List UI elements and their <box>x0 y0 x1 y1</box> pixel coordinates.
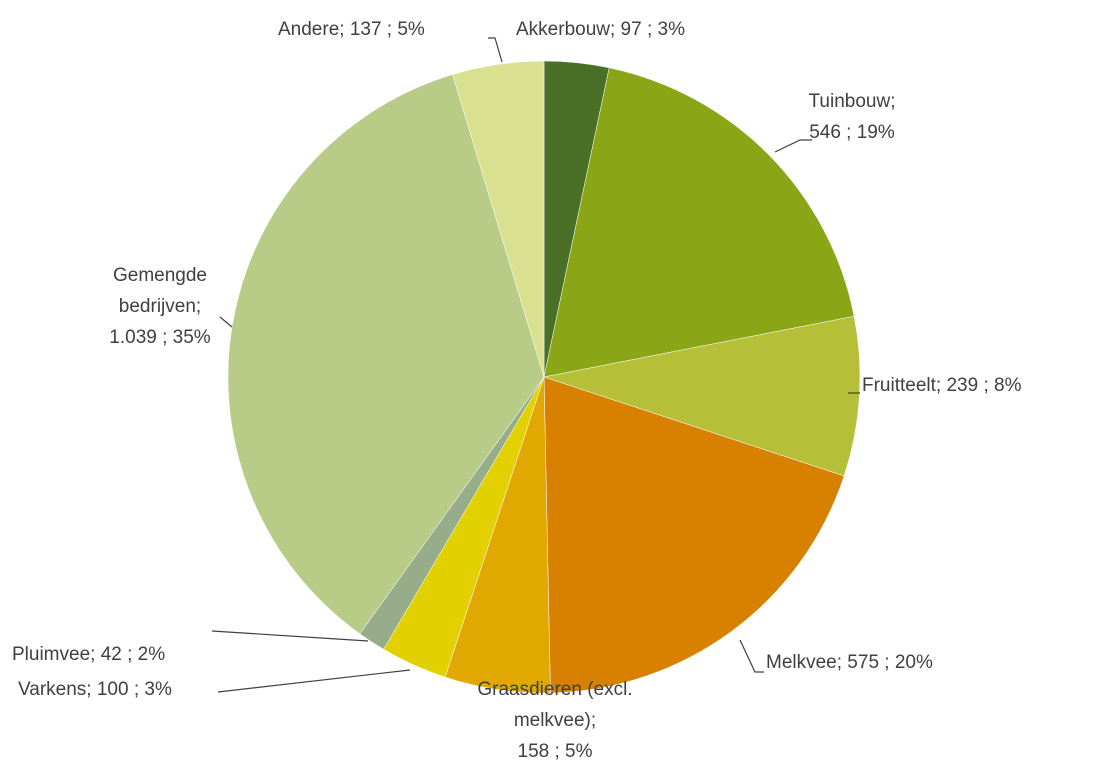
pie-slice <box>227 74 545 635</box>
pie-slice <box>452 60 545 378</box>
leader-line <box>488 37 503 63</box>
data-label: Andere; 137 ; 5% <box>278 19 425 40</box>
data-label: Graasdieren (excl. <box>477 679 632 700</box>
data-label: bedrijven; <box>119 296 201 317</box>
data-label: 1.039 ; 35% <box>109 327 211 348</box>
leader-line <box>739 639 764 673</box>
data-label: Tuinbouw; <box>809 91 896 112</box>
data-label: Varkens; 100 ; 3% <box>18 679 172 700</box>
pie-slice <box>543 67 855 378</box>
leader-line <box>774 139 812 153</box>
data-label: Pluimvee; 42 ; 2% <box>12 644 165 665</box>
data-label: 158 ; 5% <box>518 741 593 762</box>
leader-line <box>211 630 369 642</box>
pie-slice <box>543 376 845 694</box>
data-label: Melkvee; 575 ; 20% <box>766 652 933 673</box>
data-label: Gemengde <box>113 265 207 286</box>
data-label: Akkerbouw; 97 ; 3% <box>516 19 685 40</box>
leader-line <box>217 669 411 693</box>
data-label: melkvee); <box>514 710 596 731</box>
pie-slice <box>543 315 861 477</box>
data-label: Fruitteelt; 239 ; 8% <box>862 375 1022 396</box>
data-label: 546 ; 19% <box>809 122 895 143</box>
leader-line <box>219 316 233 328</box>
